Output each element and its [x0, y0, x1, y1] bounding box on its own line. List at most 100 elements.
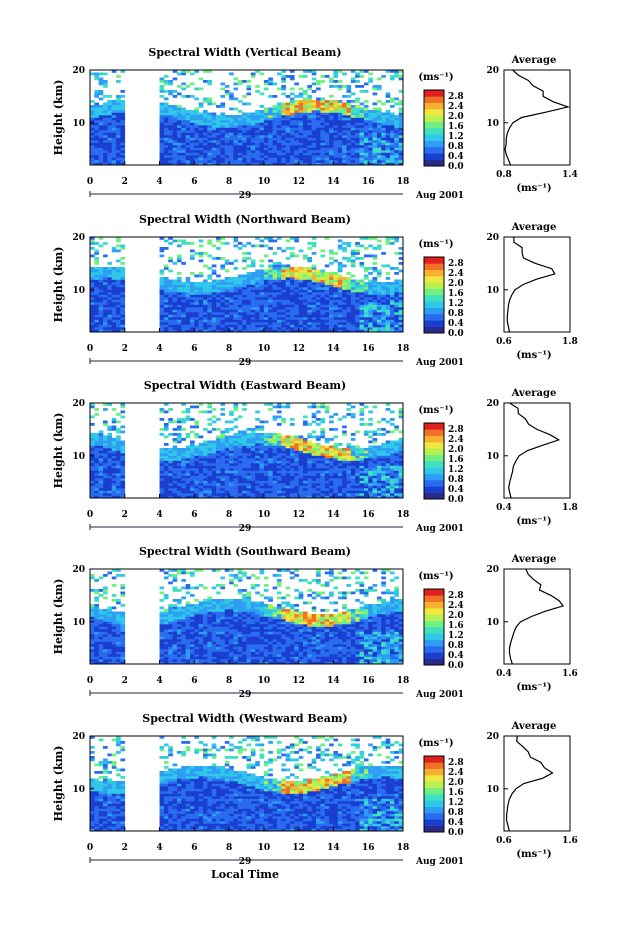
heatmap-cell — [120, 100, 126, 103]
heatmap-cell — [224, 302, 230, 305]
heatmap-cell — [242, 287, 247, 290]
heatmap-cell — [211, 460, 217, 464]
heatmap-cell — [189, 322, 195, 325]
heatmap-cell — [94, 460, 99, 464]
heatmap-cell — [176, 125, 182, 128]
heatmap-cell — [307, 440, 313, 444]
heatmap-cell — [289, 304, 295, 308]
heatmap-cell — [98, 237, 104, 240]
heatmap-cell — [316, 102, 321, 106]
heatmap-cell — [211, 160, 217, 163]
heatmap-cell — [185, 460, 191, 464]
heatmap-cell — [329, 420, 334, 424]
heatmap-cell — [359, 75, 365, 78]
heatmap-cell — [176, 483, 182, 486]
heatmap-cell — [285, 264, 291, 268]
heatmap-cell — [168, 115, 173, 118]
heatmap-cell — [194, 130, 199, 133]
heatmap-cell — [181, 324, 186, 328]
heatmap-cell — [272, 495, 278, 499]
heatmap-cell — [120, 297, 126, 300]
heatmap-cell — [185, 314, 191, 318]
heatmap-cell — [311, 463, 317, 466]
heatmap-cell — [94, 75, 99, 78]
heatmap-cell — [337, 458, 343, 461]
heatmap-cell — [324, 450, 330, 454]
heatmap-cell — [207, 152, 213, 156]
heatmap-cell — [220, 115, 226, 118]
heatmap-cell — [185, 322, 191, 325]
heatmap-cell — [303, 312, 308, 315]
heatmap-cell — [350, 122, 356, 126]
heatmap-cell — [120, 319, 126, 323]
heatmap-cell — [90, 242, 95, 245]
heatmap-cell — [337, 314, 343, 318]
heatmap-cell — [94, 307, 99, 310]
heatmap-cell — [333, 324, 339, 328]
heatmap-cell — [172, 150, 178, 153]
heatmap-cell — [224, 147, 230, 151]
heatmap-cell — [103, 309, 108, 313]
heatmap-cell — [324, 120, 330, 123]
heatmap-cell — [189, 287, 195, 290]
heatmap-cell — [329, 122, 334, 126]
heatmap-cell — [268, 480, 273, 484]
heatmap-cell — [289, 272, 295, 275]
heatmap-cell — [320, 152, 326, 156]
heatmap-cell — [368, 302, 373, 305]
heatmap-cell — [90, 485, 95, 489]
heatmap-cell — [294, 312, 299, 315]
heatmap-cell — [220, 438, 226, 441]
heatmap-cell — [316, 82, 321, 86]
heatmap-cell — [94, 284, 99, 288]
heatmap-cell — [255, 237, 260, 240]
heatmap-cell — [203, 304, 208, 308]
heatmap-cell — [246, 495, 252, 499]
heatmap-cell — [289, 483, 295, 486]
heatmap-cell — [242, 299, 247, 303]
heatmap-cell — [107, 137, 113, 141]
heatmap-cell — [398, 319, 404, 323]
heatmap-cell — [276, 135, 282, 138]
heatmap-cell — [259, 125, 265, 128]
heatmap-cell — [272, 478, 278, 481]
heatmap-cell — [159, 272, 165, 275]
heatmap-cell — [268, 309, 273, 313]
heatmap-cell — [163, 453, 169, 456]
heatmap-cell — [394, 97, 399, 101]
heatmap-cell — [94, 312, 99, 315]
heatmap-cell — [289, 105, 295, 108]
heatmap-cell — [350, 317, 356, 320]
heatmap-cell — [272, 284, 278, 288]
heatmap-cell — [329, 428, 334, 431]
heatmap-cell — [107, 262, 113, 265]
heatmap-cell — [294, 438, 299, 441]
heatmap-cell — [203, 309, 208, 313]
heatmap-cell — [120, 302, 126, 305]
heatmap-cell — [168, 450, 173, 454]
heatmap-cell — [368, 132, 373, 136]
heatmap-cell — [94, 150, 99, 153]
heatmap-cell — [233, 150, 239, 153]
heatmap-cell — [172, 304, 178, 308]
heatmap-cell — [176, 470, 182, 474]
heatmap-cell — [316, 297, 321, 300]
heatmap-cell — [255, 120, 260, 123]
heatmap-cell — [259, 155, 265, 158]
heatmap-cell — [263, 453, 269, 456]
heatmap-cell — [324, 162, 330, 166]
heatmap-cell — [237, 120, 243, 123]
heatmap-cell — [176, 324, 182, 328]
heatmap-cell — [224, 488, 230, 491]
heatmap-cell — [181, 239, 186, 243]
heatmap-cell — [276, 488, 282, 491]
heatmap-cell — [394, 122, 399, 126]
heatmap-cell — [276, 279, 282, 283]
heatmap-cell — [320, 485, 326, 489]
heatmap-cell — [307, 470, 313, 474]
heatmap-cell — [211, 322, 217, 325]
heatmap-cell — [185, 317, 191, 320]
heatmap-cell — [94, 152, 99, 156]
heatmap-cell — [337, 478, 343, 481]
heatmap-cell — [272, 473, 278, 476]
